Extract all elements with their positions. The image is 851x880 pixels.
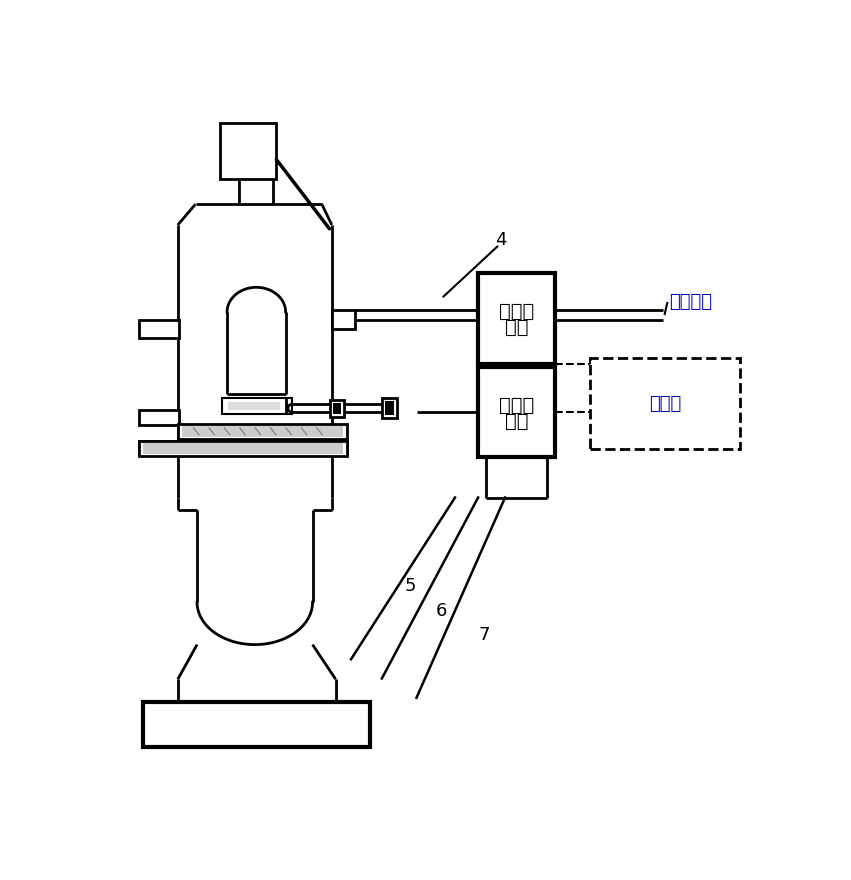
- Text: 控制柜: 控制柜: [648, 394, 681, 413]
- Bar: [140, 441, 347, 454]
- Bar: [140, 319, 180, 338]
- Text: 第二电: 第二电: [499, 396, 534, 415]
- Text: 7: 7: [478, 626, 489, 643]
- Text: 磁阀: 磁阀: [505, 319, 528, 337]
- Bar: [334, 403, 341, 414]
- Bar: [228, 402, 280, 410]
- Bar: [382, 398, 397, 418]
- Text: 4: 4: [495, 231, 507, 249]
- Bar: [590, 358, 740, 449]
- Bar: [140, 441, 347, 456]
- Text: 6: 6: [436, 603, 447, 620]
- Bar: [222, 398, 292, 414]
- Bar: [143, 702, 370, 747]
- Text: 通入气瓶: 通入气瓶: [669, 293, 712, 311]
- Text: 第一电: 第一电: [499, 302, 534, 321]
- Bar: [181, 426, 343, 436]
- Bar: [143, 443, 343, 454]
- Bar: [222, 398, 292, 414]
- Bar: [332, 310, 355, 329]
- Text: 磁阀: 磁阀: [505, 412, 528, 431]
- Bar: [140, 441, 347, 456]
- Bar: [178, 423, 347, 439]
- Bar: [478, 368, 555, 458]
- Bar: [178, 423, 347, 439]
- Bar: [220, 122, 276, 179]
- Bar: [140, 410, 180, 425]
- Bar: [478, 274, 555, 363]
- Bar: [330, 400, 344, 417]
- Text: 5: 5: [405, 577, 416, 595]
- Bar: [385, 401, 394, 415]
